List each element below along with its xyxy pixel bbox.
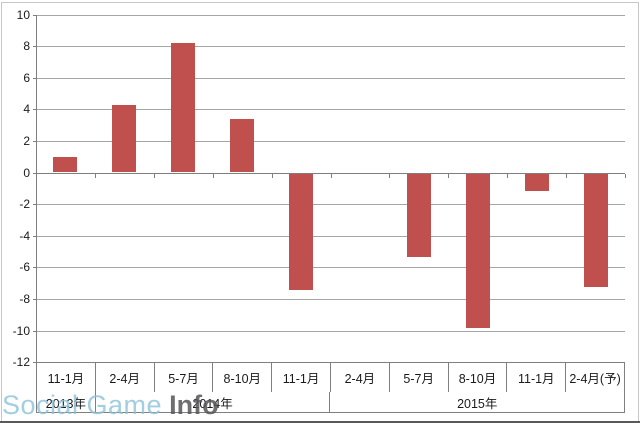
chart-bar: [112, 104, 137, 173]
chart-bar: [53, 156, 78, 173]
bottom-rule: [0, 421, 640, 423]
y-axis-tick-label: -6: [19, 260, 30, 275]
y-axis-tick: [33, 140, 36, 142]
x-axis-tick: [448, 173, 450, 178]
y-axis-tick-label: -10: [12, 323, 30, 338]
chart-bar: [230, 118, 255, 173]
x-axis-tick: [36, 173, 37, 178]
year-label-cell: 2015年: [457, 396, 498, 411]
x-axis-tick: [566, 173, 568, 178]
y-axis-tick: [33, 77, 36, 79]
y-axis-tick: [33, 204, 36, 206]
gridline: [36, 46, 625, 48]
chart-bar: [465, 173, 490, 329]
gridline: [36, 14, 625, 16]
year-label-cell: 2014年: [96, 392, 331, 412]
y-axis-tick: [33, 109, 36, 111]
quarter-label-cell: 5-7月: [390, 363, 449, 392]
y-axis-tick-label: 6: [23, 70, 30, 85]
y-axis-tick-label: 2: [23, 133, 30, 148]
x-axis-tick: [153, 173, 155, 178]
quarter-label-cell: 11-1月: [507, 363, 567, 392]
x-axis-tick: [389, 173, 391, 178]
y-axis-tick: [33, 267, 36, 269]
x-axis-tick: [94, 173, 96, 178]
gridline: [36, 77, 625, 79]
quarter-label-row: 11-1月 2-4月 5-7月 8-10月 11-1月 2-4月 5-7月 8-10月 11-1…: [37, 363, 624, 392]
x-axis-zero-line: [36, 172, 625, 174]
chart-bar: [171, 42, 196, 173]
chart-bar: [406, 173, 431, 258]
gridline: [36, 109, 625, 111]
quarter-label-cell: 2-4月: [331, 363, 390, 392]
y-axis-tick: [33, 362, 36, 364]
quarter-label-cell: 2-4月: [96, 363, 155, 392]
year-label-cell: 2013年: [37, 392, 96, 412]
y-axis-tick: [33, 172, 36, 174]
y-axis-tick: [33, 46, 36, 48]
chart-bar: [289, 173, 314, 291]
gridline: [36, 330, 625, 332]
y-axis-tick: [33, 330, 36, 332]
gridline: [36, 204, 625, 206]
y-axis-tick-label: 0: [23, 165, 30, 180]
gridline: [36, 140, 625, 142]
gridline: [36, 235, 625, 237]
y-axis-tick-label: -4: [19, 228, 30, 243]
y-axis-tick-label: -12: [12, 355, 30, 370]
y-axis-tick: [33, 298, 36, 300]
quarter-label-cell: 11-1月: [272, 363, 331, 392]
y-axis-tick: [33, 14, 36, 16]
y-axis-tick-label: 10: [16, 7, 30, 22]
x-axis-tick: [271, 173, 273, 178]
y-axis-tick: [33, 235, 36, 237]
y-axis-tick-label: -2: [19, 197, 30, 212]
chart-bar: [524, 173, 549, 191]
x-axis-tick: [212, 173, 214, 178]
quarter-label-cell: 8-10月: [213, 363, 273, 392]
quarter-label-cell: 2-4月(予): [569, 372, 621, 386]
quarter-label-cell: 11-1月: [37, 363, 96, 392]
gridline: [36, 298, 625, 300]
quarter-label-cell: 5-7月: [155, 363, 214, 392]
y-axis-line: [36, 14, 37, 362]
chart-bar: [583, 173, 608, 288]
y-axis-tick-label: -8: [19, 291, 30, 306]
y-axis-tick-label: 8: [23, 39, 30, 54]
quarter-label-cell: 8-10月: [449, 363, 508, 392]
category-axis-table: 11-1月 2-4月 5-7月 8-10月 11-1月 2-4月 5-7月 8-10月 11-1…: [36, 362, 625, 413]
x-axis-tick: [507, 173, 509, 178]
x-axis-tick: [330, 173, 332, 178]
gridline: [36, 267, 625, 269]
x-axis-tick: [625, 173, 626, 178]
y-axis-tick-label: 4: [23, 102, 30, 117]
year-label-row: 2013年 2014年 2015年: [37, 392, 624, 412]
